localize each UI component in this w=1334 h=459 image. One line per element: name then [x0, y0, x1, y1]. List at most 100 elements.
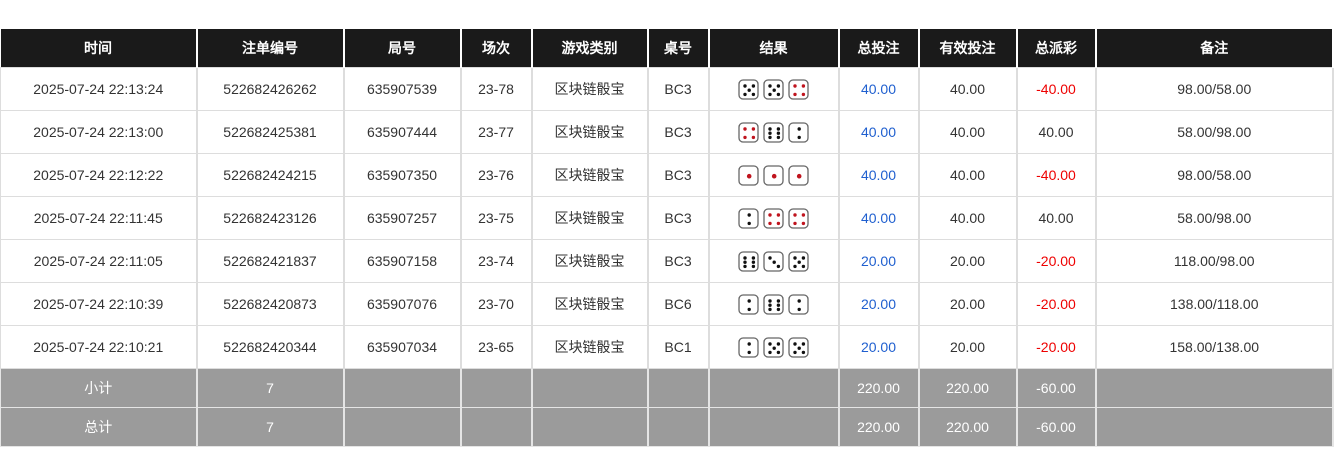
time-cell: 2025-07-24 22:10:39	[0, 282, 198, 326]
summary-row: 小计 7 220.00 220.00 -60.00	[0, 368, 1334, 408]
valid-bet-cell: 40.00	[918, 153, 1018, 197]
dice-5-icon	[788, 250, 809, 272]
game-cell: 区块链骰宝	[531, 325, 649, 369]
summary-bet: 220.00	[838, 368, 920, 408]
summary-bet: 220.00	[838, 407, 920, 447]
game-cell: 区块链骰宝	[531, 153, 649, 197]
table-cell: BC3	[647, 110, 710, 154]
dice-1-icon	[788, 164, 809, 186]
round-cell: 635907158	[343, 239, 462, 283]
column-header: 结果	[708, 29, 840, 68]
order-id-cell: 522682420873	[196, 282, 345, 326]
dice-2-icon	[738, 207, 759, 229]
dice-5-icon	[738, 78, 759, 100]
round-cell: 635907444	[343, 110, 462, 154]
payout-cell: -40.00	[1016, 67, 1097, 111]
time-cell: 2025-07-24 22:13:00	[0, 110, 198, 154]
valid-bet-cell: 40.00	[918, 67, 1018, 111]
summary-valid: 220.00	[918, 368, 1018, 408]
bet-cell: 20.00	[838, 282, 920, 326]
payout-cell: -20.00	[1016, 239, 1097, 283]
empty-cell	[647, 407, 710, 447]
result-cell	[708, 153, 840, 197]
dice-4-icon	[788, 207, 809, 229]
table-row: 2025-07-24 22:10:39 522682420873 635907076…	[0, 282, 1334, 326]
column-header: 总派彩	[1016, 29, 1097, 68]
empty-cell	[1095, 407, 1334, 447]
game-cell: 区块链骰宝	[531, 67, 649, 111]
payout-cell: -20.00	[1016, 282, 1097, 326]
dice-2-icon	[788, 121, 809, 143]
table-cell: BC1	[647, 325, 710, 369]
time-cell: 2025-07-24 22:13:24	[0, 67, 198, 111]
empty-cell	[647, 368, 710, 408]
column-header: 游戏类别	[531, 29, 649, 68]
bet-cell: 20.00	[838, 325, 920, 369]
result-cell	[708, 325, 840, 369]
column-header: 场次	[460, 29, 533, 68]
dice-6-icon	[763, 293, 784, 315]
empty-cell	[531, 368, 649, 408]
valid-bet-cell: 20.00	[918, 282, 1018, 326]
dice-4-icon	[763, 207, 784, 229]
summary-row: 总计 7 220.00 220.00 -60.00	[0, 407, 1334, 447]
payout-cell: 40.00	[1016, 196, 1097, 240]
empty-cell	[343, 368, 462, 408]
valid-bet-cell: 40.00	[918, 196, 1018, 240]
summary-label: 小计	[0, 368, 198, 408]
note-cell: 58.00/98.00	[1095, 110, 1334, 154]
note-cell: 118.00/98.00	[1095, 239, 1334, 283]
summary-count: 7	[196, 407, 345, 447]
dice-4-icon	[788, 78, 809, 100]
valid-bet-cell: 20.00	[918, 239, 1018, 283]
order-id-cell: 522682426262	[196, 67, 345, 111]
game-cell: 区块链骰宝	[531, 282, 649, 326]
table-row: 2025-07-24 22:13:00 522682425381 635907444…	[0, 110, 1334, 154]
dice-2-icon	[738, 336, 759, 358]
column-header: 备注	[1095, 29, 1334, 68]
summary-payout: -60.00	[1016, 368, 1097, 408]
payout-cell: -20.00	[1016, 325, 1097, 369]
order-id-cell: 522682423126	[196, 196, 345, 240]
order-id-cell: 522682425381	[196, 110, 345, 154]
empty-cell	[1095, 368, 1334, 408]
dice-1-icon	[738, 164, 759, 186]
empty-cell	[708, 368, 840, 408]
payout-cell: -40.00	[1016, 153, 1097, 197]
summary-count: 7	[196, 368, 345, 408]
round-cell: 635907350	[343, 153, 462, 197]
result-cell	[708, 196, 840, 240]
table-cell: BC3	[647, 239, 710, 283]
note-cell: 58.00/98.00	[1095, 196, 1334, 240]
table-row: 2025-07-24 22:11:05 522682421837 635907158…	[0, 239, 1334, 283]
column-header: 局号	[343, 29, 462, 68]
bet-cell: 20.00	[838, 239, 920, 283]
order-id-cell: 522682424215	[196, 153, 345, 197]
column-header: 时间	[0, 29, 198, 68]
table-cell: BC6	[647, 282, 710, 326]
table-cell: BC3	[647, 67, 710, 111]
dice-3-icon	[763, 250, 784, 272]
session-cell: 23-65	[460, 325, 533, 369]
time-cell: 2025-07-24 22:11:45	[0, 196, 198, 240]
table-row: 2025-07-24 22:13:24 522682426262 635907539…	[0, 67, 1334, 111]
bet-cell: 40.00	[838, 110, 920, 154]
summary-payout: -60.00	[1016, 407, 1097, 447]
dice-6-icon	[763, 121, 784, 143]
bet-history-table: 时间 注单编号 局号 场次 游戏类别 桌号 结果 总投注 有效投注 总派彩 备注 2025-07-2…	[0, 29, 1334, 447]
empty-cell	[460, 368, 533, 408]
dice-4-icon	[738, 121, 759, 143]
result-cell	[708, 239, 840, 283]
column-header: 注单编号	[196, 29, 345, 68]
time-cell: 2025-07-24 22:11:05	[0, 239, 198, 283]
result-cell	[708, 67, 840, 111]
table-cell: BC3	[647, 196, 710, 240]
dice-5-icon	[763, 78, 784, 100]
table-row: 2025-07-24 22:10:21 522682420344 635907034…	[0, 325, 1334, 369]
summary-label: 总计	[0, 407, 198, 447]
order-id-cell: 522682421837	[196, 239, 345, 283]
table-cell: BC3	[647, 153, 710, 197]
note-cell: 98.00/58.00	[1095, 67, 1334, 111]
note-cell: 98.00/58.00	[1095, 153, 1334, 197]
summary-valid: 220.00	[918, 407, 1018, 447]
